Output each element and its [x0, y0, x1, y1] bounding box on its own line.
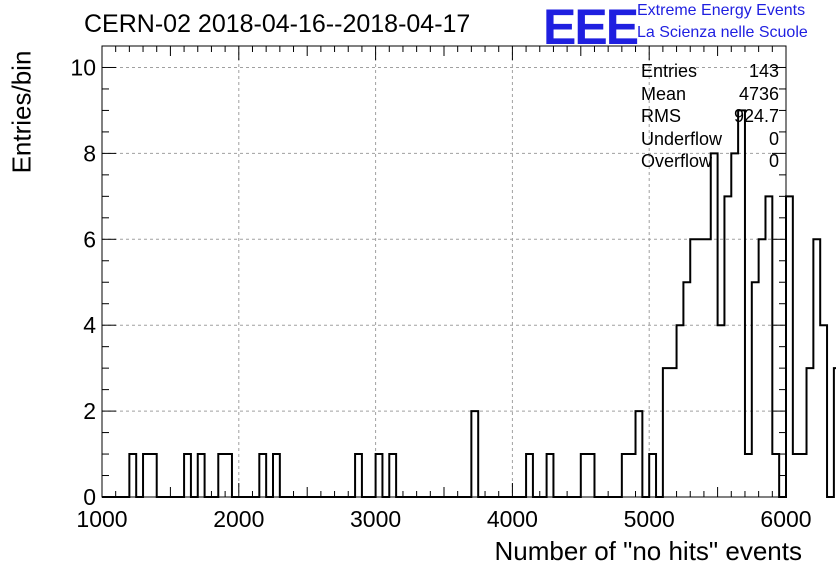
stats-row-mean: Mean 4736 [641, 83, 779, 106]
y-tick-label: 0 [83, 484, 96, 510]
eee-logo: EEE [543, 0, 639, 55]
stats-value: 4736 [738, 83, 779, 104]
x-tick-label: 5000 [624, 506, 675, 532]
y-tick-label: 10 [70, 54, 96, 80]
y-tick-label: 2 [83, 398, 96, 424]
x-axis-label: Number of "no hits" events [494, 536, 803, 566]
x-tick-label: 4000 [487, 506, 538, 532]
y-tick-label: 4 [83, 312, 96, 338]
stats-row-underflow: Underflow 0 [641, 128, 779, 151]
stats-label: Underflow [641, 128, 723, 149]
histogram-series-line [102, 109, 836, 498]
x-tick-label: 1000 [76, 506, 127, 532]
stats-row-overflow: Overflow 0 [641, 150, 779, 173]
stats-value: 0 [768, 128, 779, 149]
x-tick-label: 2000 [213, 506, 264, 532]
stats-label: Mean [641, 83, 687, 104]
stats-value: 143 [748, 61, 779, 81]
y-tick-label: 8 [83, 140, 96, 166]
stats-box: Entries 143 Mean 4736 RMS 924.7 Underflo… [641, 60, 779, 173]
x-tick-label: 3000 [350, 506, 401, 532]
y-tick-label: 6 [83, 226, 96, 252]
x-tick-label: 6000 [760, 506, 811, 532]
logo-line-2: La Scienza nelle Scuole [637, 24, 808, 41]
y-axis-label: Entries/bin [6, 50, 37, 174]
stats-label: RMS [641, 106, 681, 126]
logo-line-1: Extreme Energy Events [637, 2, 806, 19]
stats-label: Overflow [641, 151, 713, 171]
stats-value: 924.7 [733, 106, 779, 126]
chart-title: CERN-02 2018-04-16--2018-04-17 [84, 10, 471, 38]
stats-label: Entries [641, 61, 698, 81]
stats-value: 0 [768, 151, 779, 171]
stats-row-entries: Entries 143 [641, 60, 779, 83]
stats-row-rms: RMS 924.7 [641, 105, 779, 128]
